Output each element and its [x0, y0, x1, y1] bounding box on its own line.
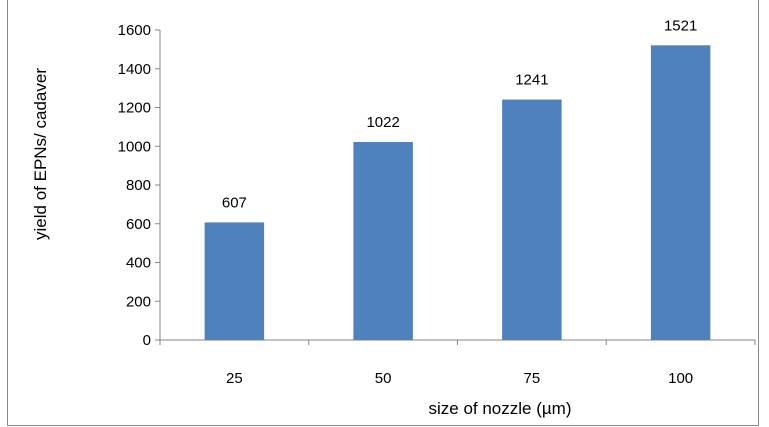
- y-tick-label: 0: [143, 332, 151, 349]
- bar: [204, 222, 265, 340]
- bar-value-label: 1022: [366, 114, 399, 131]
- y-tick-label: 1000: [118, 138, 151, 155]
- y-tick-label: 1600: [118, 22, 151, 39]
- bar: [502, 99, 562, 341]
- bar-value-label: 1241: [515, 72, 548, 89]
- x-axis-title: size of nozzle (µm): [429, 399, 572, 418]
- bar-value-label: 607: [222, 194, 247, 211]
- bar-value-label: 1521: [664, 17, 697, 34]
- bar: [650, 45, 711, 341]
- x-tick-label: 50: [375, 370, 392, 387]
- y-tick-label: 1400: [118, 61, 151, 78]
- y-axis: 0 200 400 600 800 1000 1200 1400 1600: [118, 22, 161, 349]
- bar: [353, 141, 413, 340]
- y-tick-label: 1200: [118, 100, 151, 117]
- x-tick-label: 25: [226, 370, 243, 387]
- x-tick-label: 75: [524, 370, 541, 387]
- y-tick-label: 400: [126, 255, 151, 272]
- x-axis: 25 50 75 100: [159, 339, 756, 387]
- bars: [204, 45, 711, 341]
- y-tick-label: 600: [126, 216, 151, 233]
- y-tick-label: 800: [126, 177, 151, 194]
- data-labels: 607 1022 1241 1521: [222, 17, 697, 211]
- x-tick-label: 100: [668, 370, 693, 387]
- y-axis-title: yield of EPNs/ cadaver: [31, 68, 50, 240]
- y-tick-label: 200: [126, 293, 151, 310]
